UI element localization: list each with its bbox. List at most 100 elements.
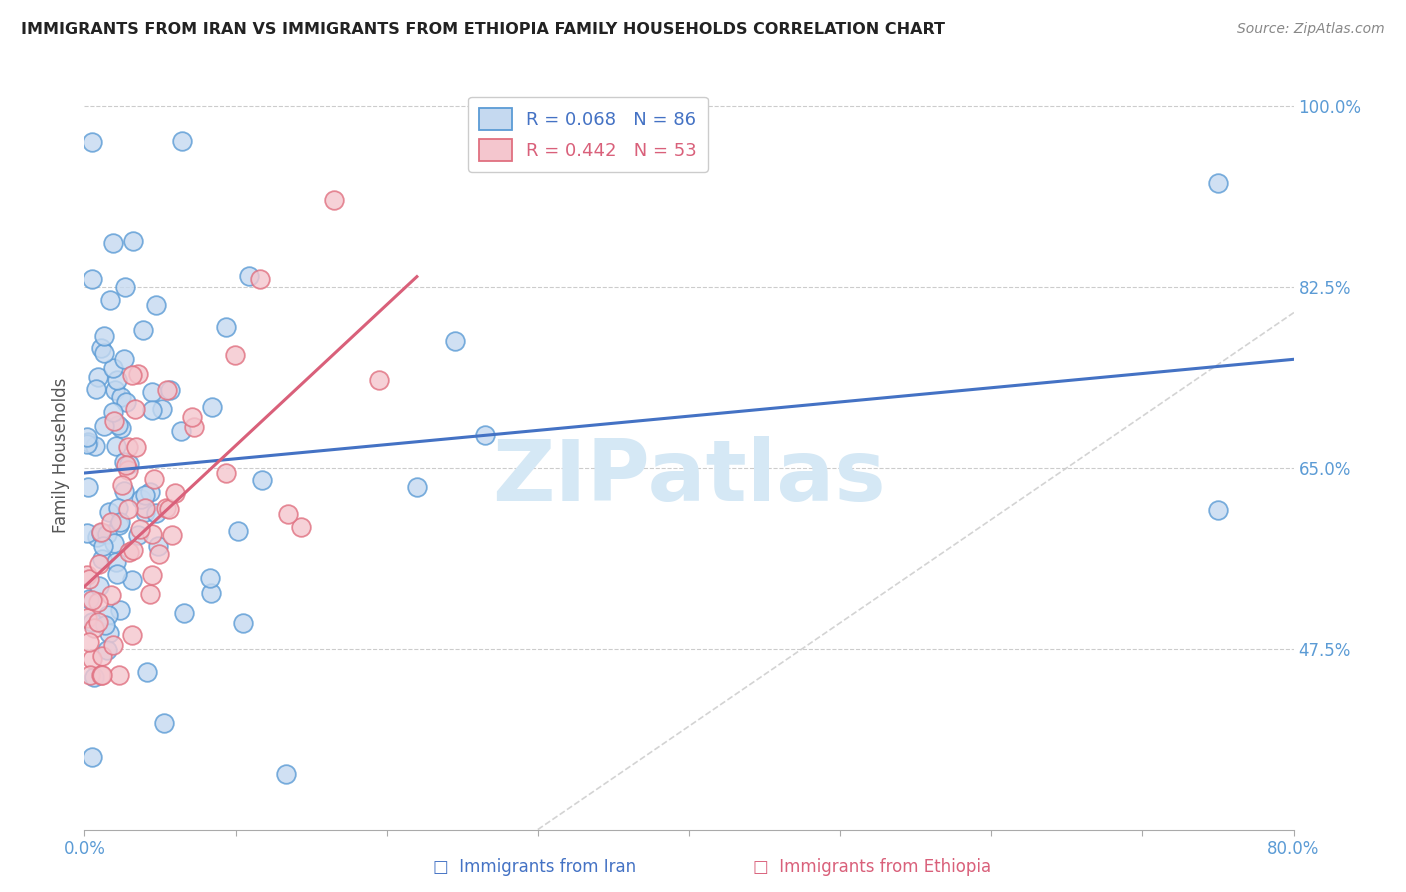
Point xyxy=(80,652,103,666)
Point xyxy=(101,405,124,419)
Point xyxy=(277,508,299,522)
Point xyxy=(80,749,103,764)
Point xyxy=(80,271,103,285)
Point xyxy=(138,485,160,500)
Point xyxy=(87,615,110,629)
Point xyxy=(141,385,163,400)
Point xyxy=(101,638,124,652)
Point xyxy=(132,323,155,337)
Point xyxy=(141,527,163,541)
Point xyxy=(91,667,114,681)
Point xyxy=(76,610,98,624)
Point xyxy=(111,478,134,492)
Text: □  Immigrants from Iran: □ Immigrants from Iran xyxy=(433,858,636,876)
Point xyxy=(96,527,118,541)
Point xyxy=(110,391,132,405)
Point xyxy=(76,437,98,451)
Point xyxy=(141,402,163,417)
Point xyxy=(118,458,141,472)
Point xyxy=(76,567,98,582)
Point xyxy=(183,420,205,434)
Point xyxy=(93,418,115,433)
Point xyxy=(165,486,187,500)
Point xyxy=(97,626,120,640)
Point xyxy=(276,767,298,781)
Point xyxy=(100,588,122,602)
Point xyxy=(98,505,121,519)
Point xyxy=(134,500,156,515)
Point xyxy=(129,522,152,536)
Point xyxy=(112,483,135,498)
Point xyxy=(121,627,143,641)
Point xyxy=(112,455,135,469)
Point xyxy=(145,298,167,312)
Point xyxy=(169,424,191,438)
Point xyxy=(215,466,238,480)
Point xyxy=(146,539,169,553)
Point xyxy=(90,524,112,539)
Point xyxy=(86,530,108,544)
Point xyxy=(142,472,165,486)
Point xyxy=(83,622,105,636)
Point xyxy=(224,348,246,362)
Point xyxy=(200,400,222,414)
Point xyxy=(115,395,138,409)
Point xyxy=(103,360,125,375)
Point xyxy=(77,572,100,586)
Point xyxy=(249,272,271,286)
Point xyxy=(127,368,149,382)
Point xyxy=(87,370,110,384)
Point xyxy=(406,480,429,494)
Point xyxy=(118,545,141,559)
Point xyxy=(150,401,173,416)
Point xyxy=(474,428,496,442)
Point xyxy=(93,346,115,360)
Point xyxy=(215,320,238,334)
Point xyxy=(104,383,127,397)
Point xyxy=(170,134,193,148)
Point xyxy=(94,618,117,632)
Point xyxy=(83,439,105,453)
Point xyxy=(108,603,131,617)
Point xyxy=(127,528,149,542)
Legend: R = 0.068   N = 86, R = 0.442   N = 53: R = 0.068 N = 86, R = 0.442 N = 53 xyxy=(468,97,707,171)
Point xyxy=(226,524,249,539)
Point xyxy=(443,334,465,348)
Point xyxy=(136,665,159,680)
Point xyxy=(200,585,222,599)
Point xyxy=(91,552,114,566)
Point xyxy=(157,501,180,516)
Point xyxy=(103,414,125,428)
Point xyxy=(232,615,254,630)
Point xyxy=(368,373,391,387)
Point xyxy=(117,441,139,455)
Point xyxy=(98,293,121,307)
Point xyxy=(155,501,177,516)
Point xyxy=(108,667,131,681)
Point xyxy=(87,557,110,571)
Point xyxy=(76,526,98,541)
Point xyxy=(82,615,104,630)
Point xyxy=(90,525,112,540)
Point xyxy=(97,608,120,623)
Point xyxy=(90,667,112,681)
Point xyxy=(145,507,167,521)
Point xyxy=(100,515,122,529)
Point xyxy=(121,573,143,587)
Point xyxy=(124,402,146,417)
Point xyxy=(91,649,114,664)
Point xyxy=(322,193,344,207)
Point xyxy=(181,410,204,425)
Point xyxy=(122,542,145,557)
Point xyxy=(115,458,138,472)
Point xyxy=(79,591,101,606)
Point xyxy=(122,234,145,248)
Point xyxy=(103,536,125,550)
Point xyxy=(173,606,195,620)
Point xyxy=(238,268,260,283)
Point xyxy=(121,368,143,383)
Point xyxy=(156,383,179,397)
Point xyxy=(134,505,156,519)
Point xyxy=(159,383,181,397)
Point xyxy=(80,592,103,607)
